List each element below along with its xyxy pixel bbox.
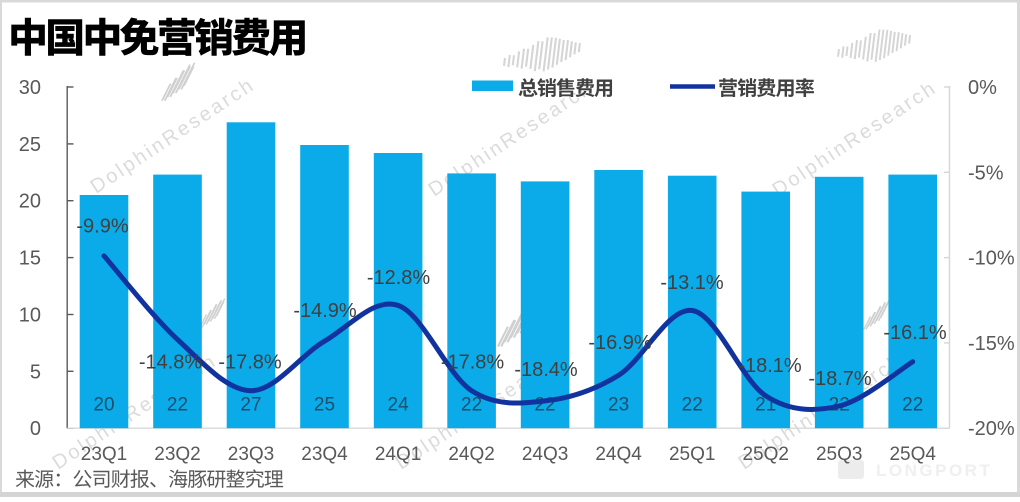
svg-text:-15%: -15% <box>968 333 1015 355</box>
svg-text:5: 5 <box>30 361 41 383</box>
svg-text:24Q3: 24Q3 <box>522 444 568 465</box>
svg-text:23Q1: 23Q1 <box>81 444 127 465</box>
svg-text:24Q1: 24Q1 <box>375 444 421 465</box>
svg-text:30: 30 <box>19 77 41 99</box>
svg-text:0%: 0% <box>968 77 997 99</box>
svg-text:23Q3: 23Q3 <box>228 444 274 465</box>
svg-text:25: 25 <box>19 134 41 156</box>
svg-text:23Q4: 23Q4 <box>301 444 348 465</box>
svg-text:15: 15 <box>19 248 41 270</box>
svg-text:-18.1%: -18.1% <box>738 355 802 377</box>
svg-text:25Q4: 25Q4 <box>889 444 936 465</box>
svg-text:10: 10 <box>19 305 41 327</box>
svg-text:LONGPORT: LONGPORT <box>876 461 992 480</box>
svg-text:-13.1%: -13.1% <box>660 272 724 294</box>
svg-text:-16.9%: -16.9% <box>588 332 652 354</box>
svg-text:-17.8%: -17.8% <box>218 352 282 374</box>
svg-text:25Q3: 25Q3 <box>816 444 862 465</box>
svg-text:20: 20 <box>19 191 41 213</box>
svg-text:-18.7%: -18.7% <box>808 368 872 390</box>
svg-text:20: 20 <box>93 395 114 416</box>
svg-text:0: 0 <box>30 418 41 440</box>
svg-text:-5%: -5% <box>968 162 1004 184</box>
svg-text:22: 22 <box>167 395 188 416</box>
svg-text:-12.8%: -12.8% <box>367 267 431 289</box>
svg-text:23Q2: 23Q2 <box>154 444 200 465</box>
svg-text:-20%: -20% <box>968 418 1015 440</box>
svg-text:22: 22 <box>682 395 703 416</box>
svg-text:25Q1: 25Q1 <box>669 444 715 465</box>
svg-text:22: 22 <box>461 395 482 416</box>
svg-text:25Q2: 25Q2 <box>742 444 788 465</box>
svg-text:22: 22 <box>902 395 923 416</box>
svg-text:-18.4%: -18.4% <box>514 359 578 381</box>
svg-text:24: 24 <box>388 395 410 416</box>
svg-text:-14.8%: -14.8% <box>139 352 203 374</box>
svg-text:27: 27 <box>240 395 261 416</box>
svg-text:23: 23 <box>608 395 629 416</box>
svg-text:-10%: -10% <box>968 248 1015 270</box>
svg-text:-16.1%: -16.1% <box>883 322 947 344</box>
svg-text:-9.9%: -9.9% <box>76 216 128 238</box>
svg-text:-14.9%: -14.9% <box>293 300 357 322</box>
svg-text:25: 25 <box>314 395 335 416</box>
svg-text:24Q4: 24Q4 <box>595 444 642 465</box>
svg-text:24Q2: 24Q2 <box>448 444 494 465</box>
svg-text:-17.8%: -17.8% <box>441 352 505 374</box>
